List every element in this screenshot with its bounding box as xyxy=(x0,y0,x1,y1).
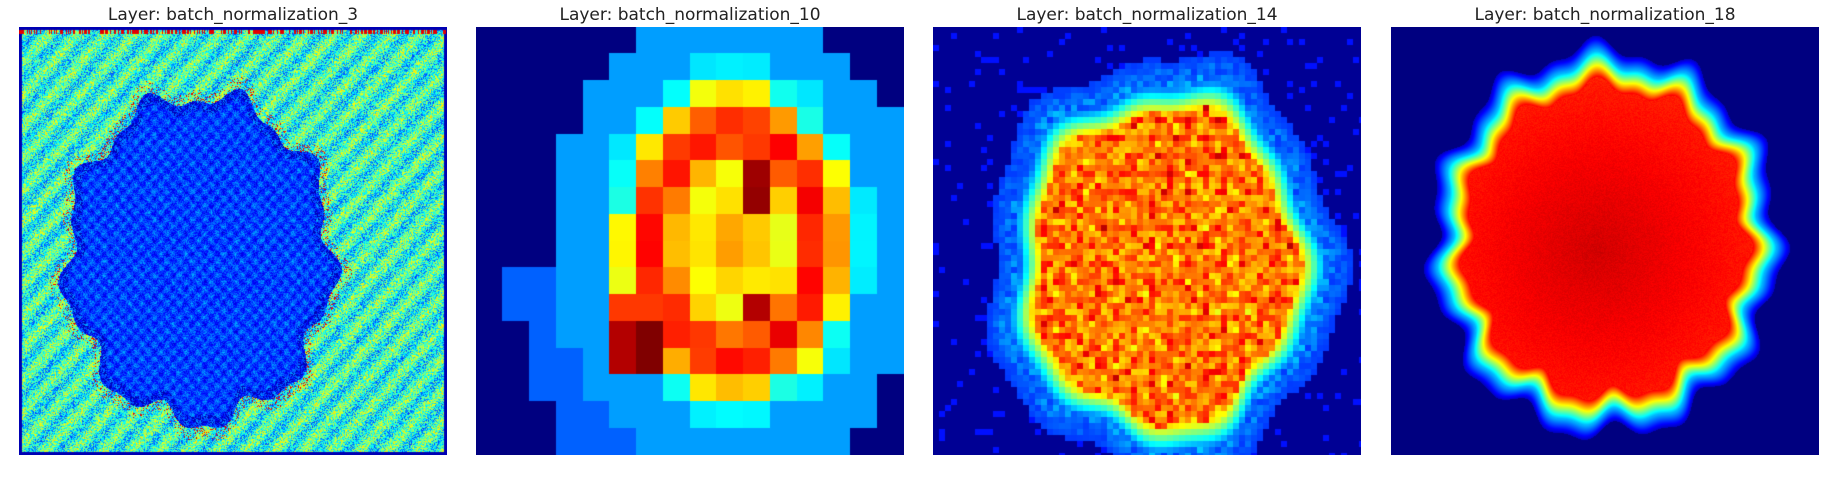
activation-panel-batch-normalization-3: Layer: batch_normalization_3 xyxy=(19,0,447,470)
panel-title: Layer: batch_normalization_10 xyxy=(559,5,821,25)
activation-panel-batch-normalization-18: Layer: batch_normalization_18 xyxy=(1391,0,1819,470)
activation-panel-batch-normalization-14: Layer: batch_normalization_14 xyxy=(933,0,1361,470)
heatmap-image xyxy=(476,27,904,455)
heatmap-image xyxy=(933,27,1361,455)
panel-title: Layer: batch_normalization_3 xyxy=(107,5,359,25)
heatmap-image xyxy=(1391,27,1819,455)
panel-title: Layer: batch_normalization_18 xyxy=(1474,5,1736,25)
panel-title: Layer: batch_normalization_14 xyxy=(1016,5,1278,25)
heatmap-image xyxy=(19,27,447,455)
activation-panel-batch-normalization-10: Layer: batch_normalization_10 xyxy=(476,0,904,470)
